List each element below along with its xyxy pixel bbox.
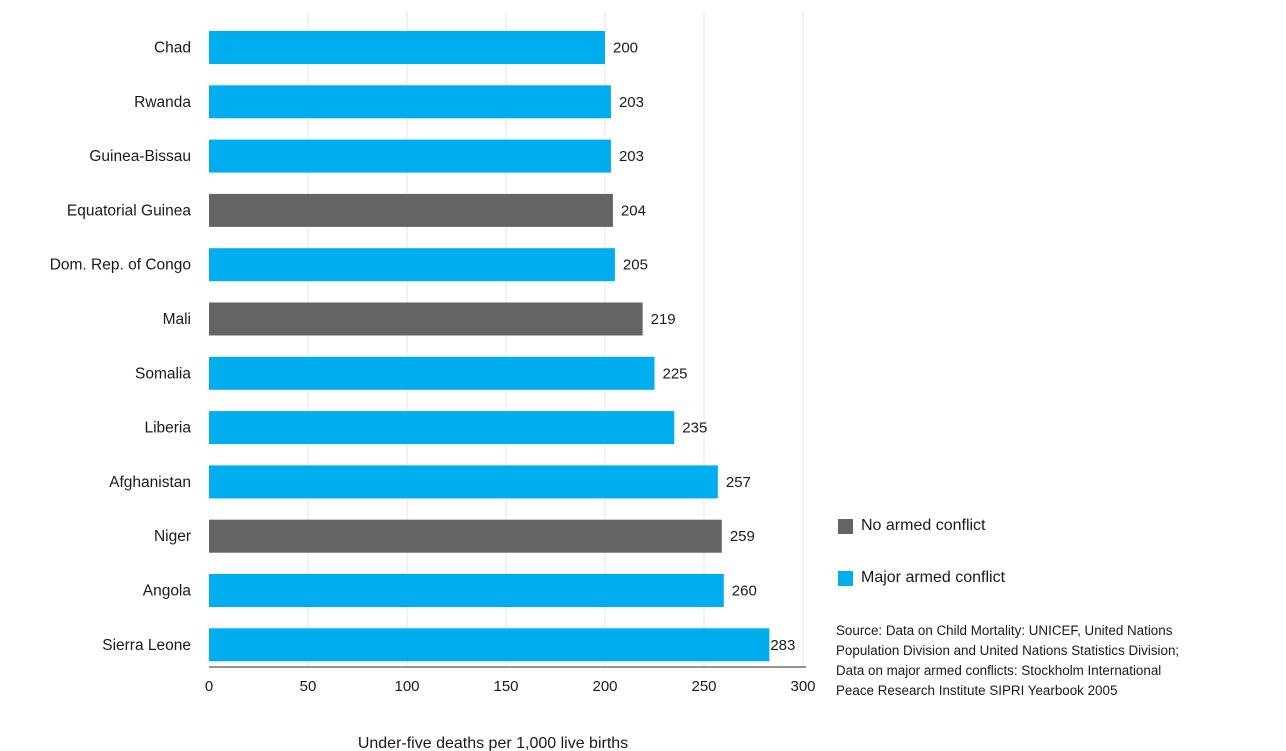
legend-swatch-no-armed-conflict bbox=[838, 518, 853, 534]
category-label: Mali bbox=[163, 311, 191, 328]
value-label: 257 bbox=[726, 474, 751, 491]
bar bbox=[209, 31, 605, 64]
bar bbox=[209, 465, 718, 499]
bar bbox=[209, 356, 655, 390]
category-label: Rwanda bbox=[134, 94, 191, 111]
value-label: 260 bbox=[732, 583, 757, 600]
x-tick-label: 50 bbox=[300, 678, 317, 695]
legend-item-major-armed-conflict: Major armed conflict bbox=[838, 566, 1005, 590]
bar bbox=[209, 139, 611, 173]
bar bbox=[209, 519, 722, 553]
x-tick-label: 250 bbox=[691, 678, 716, 695]
source-line: Population Division and United Nations S… bbox=[836, 643, 1180, 658]
value-label: 204 bbox=[621, 202, 646, 219]
value-label: 225 bbox=[663, 365, 688, 382]
category-label: Guinea-Bissau bbox=[89, 148, 191, 165]
x-axis-title: Under-five deaths per 1,000 live births bbox=[358, 735, 628, 751]
legend-label: Major armed conflict bbox=[861, 569, 1006, 586]
gridlines bbox=[307, 12, 804, 667]
legend-item-no-armed-conflict: No armed conflict bbox=[838, 514, 1005, 538]
value-label: 219 bbox=[651, 311, 676, 328]
bar bbox=[209, 411, 675, 445]
bars bbox=[209, 31, 770, 662]
x-tick-label: 200 bbox=[592, 678, 617, 695]
category-labels: Chad Rwanda Guinea-Bissau Equatorial Guinea… bbox=[50, 40, 192, 654]
value-label: 203 bbox=[619, 94, 644, 111]
category-label: Niger bbox=[154, 528, 191, 545]
legend-swatch-major-armed-conflict bbox=[838, 570, 853, 586]
x-tick-labels: 0 50 100 150 200 250 300 bbox=[205, 678, 816, 695]
bar bbox=[209, 628, 770, 662]
value-label: 235 bbox=[682, 420, 707, 437]
x-tick-label: 0 bbox=[205, 678, 213, 695]
value-label: 200 bbox=[613, 40, 638, 57]
category-label: Afghanistan bbox=[109, 474, 191, 491]
legend: No armed conflict Major armed conflict bbox=[838, 514, 1005, 618]
source-line: Source: Data on Child Mortality: UNICEF,… bbox=[836, 623, 1173, 638]
bar bbox=[209, 248, 615, 282]
source-line: Peace Research Institute SIPRI Yearbook … bbox=[836, 683, 1118, 698]
category-label: Chad bbox=[154, 40, 191, 57]
source-note: Source: Data on Child Mortality: UNICEF,… bbox=[836, 621, 1284, 701]
legend-label: No armed conflict bbox=[861, 517, 986, 534]
value-label: 259 bbox=[730, 528, 755, 545]
category-label: Somalia bbox=[135, 365, 191, 382]
category-label: Dom. Rep. of Congo bbox=[50, 257, 191, 274]
category-label: Sierra Leone bbox=[102, 637, 191, 654]
bar bbox=[209, 85, 611, 119]
x-tick-label: 150 bbox=[493, 678, 518, 695]
source-line: Data on major armed conflicts: Stockholm… bbox=[836, 663, 1162, 678]
x-tick-label: 300 bbox=[790, 678, 815, 695]
category-label: Angola bbox=[143, 583, 192, 600]
value-labels: 200 203 203 204 205 219 225 235 257 259 260 283 bbox=[613, 40, 795, 654]
category-label: Equatorial Guinea bbox=[67, 202, 191, 219]
x-tick-label: 100 bbox=[394, 678, 419, 695]
category-label: Liberia bbox=[144, 420, 191, 437]
value-label: 283 bbox=[770, 637, 795, 654]
bar bbox=[209, 193, 613, 227]
bar bbox=[209, 302, 643, 336]
value-label: 203 bbox=[619, 148, 644, 165]
bar bbox=[209, 574, 724, 607]
value-label: 205 bbox=[623, 257, 648, 274]
